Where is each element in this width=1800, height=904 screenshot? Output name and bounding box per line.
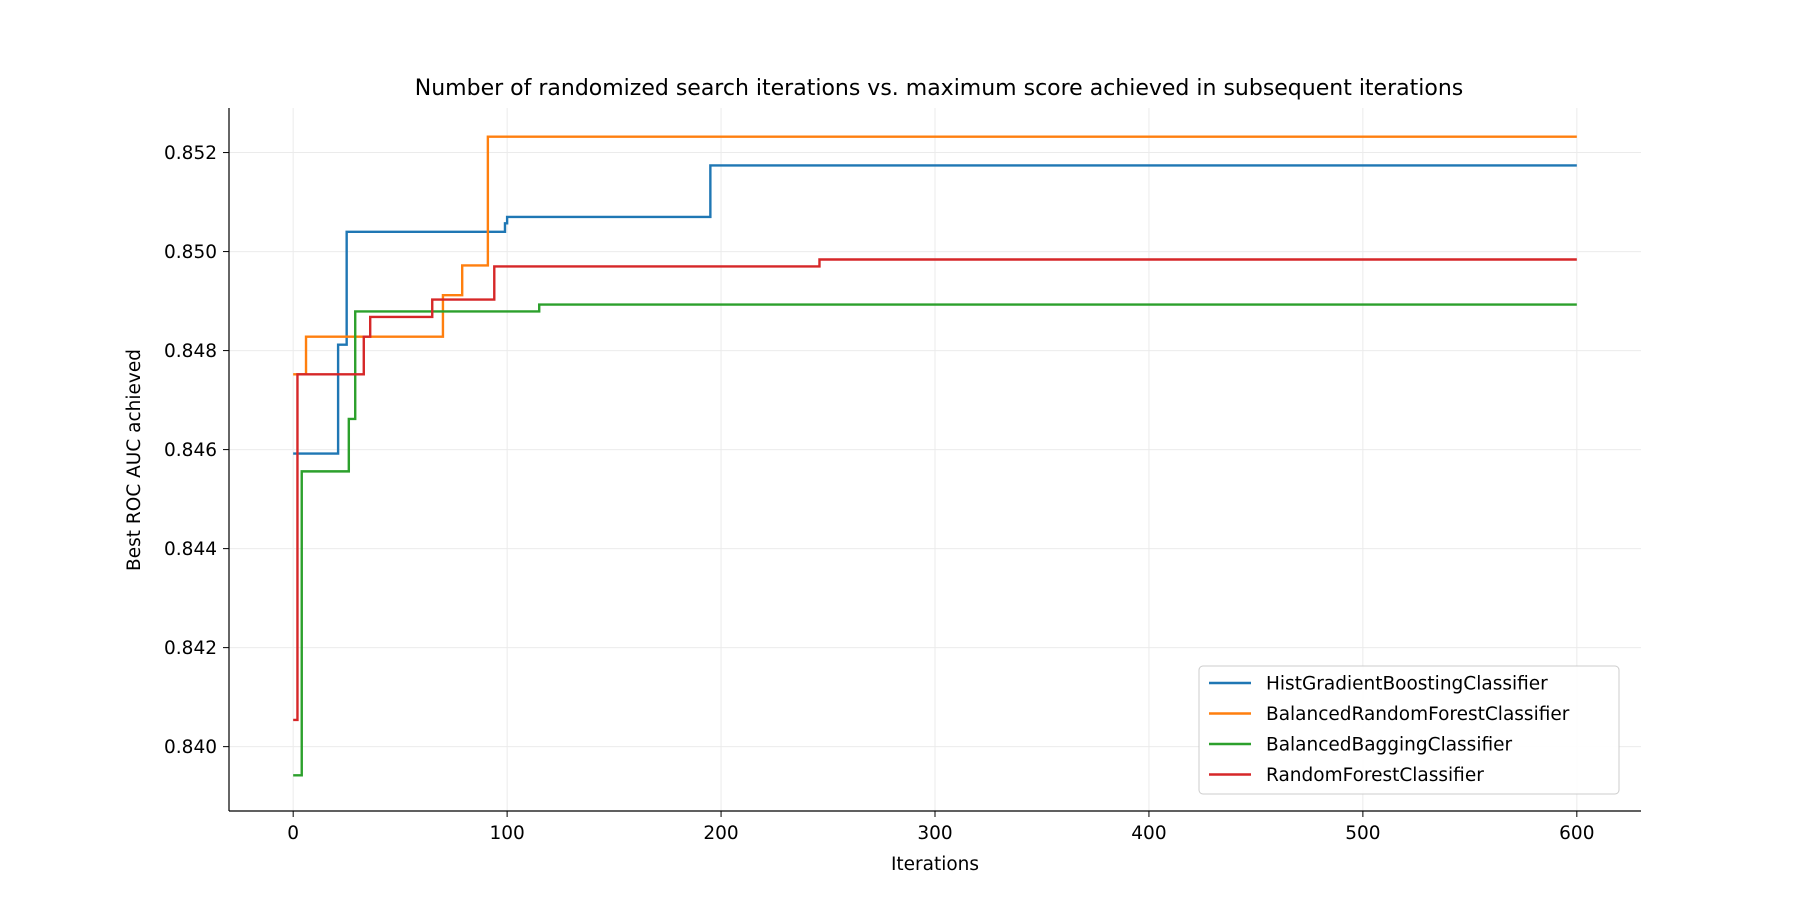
x-tick-label: 300 bbox=[917, 823, 952, 844]
y-tick-label: 0.840 bbox=[164, 737, 217, 758]
legend-label: HistGradientBoostingClassifier bbox=[1266, 674, 1548, 695]
x-tick-label: 600 bbox=[1559, 823, 1594, 844]
legend-label: BalancedBaggingClassifier bbox=[1266, 735, 1512, 756]
y-tick-label: 0.844 bbox=[164, 539, 217, 560]
y-tick-label: 0.848 bbox=[164, 341, 217, 362]
series-line-random-forest-classifier bbox=[293, 258, 1577, 722]
grid-lines bbox=[229, 108, 1641, 811]
legend-box bbox=[1198, 665, 1620, 795]
series-group bbox=[293, 135, 1577, 777]
series-line-balanced-random-forest-classifier bbox=[293, 135, 1577, 376]
x-tick-label: 400 bbox=[1131, 823, 1166, 844]
legend-label: RandomForestClassifier bbox=[1266, 765, 1484, 786]
y-tick-label: 0.842 bbox=[164, 638, 217, 659]
x-tick-label: 500 bbox=[1345, 823, 1380, 844]
x-tick-label: 100 bbox=[489, 823, 524, 844]
x-ticks: 0 100 200 300 400 500 600 bbox=[287, 811, 1594, 844]
x-tick-label: 200 bbox=[703, 823, 738, 844]
y-tick-label: 0.852 bbox=[164, 143, 217, 164]
y-tick-label: 0.846 bbox=[164, 440, 217, 461]
y-axis-label: Best ROC AUC achieved bbox=[124, 349, 145, 571]
y-tick-label: 0.850 bbox=[164, 242, 217, 263]
y-ticks: 0.840 0.842 0.844 0.846 0.848 0.850 0.852 bbox=[164, 143, 229, 758]
series-line-hist-gradient-boosting-classifier bbox=[293, 164, 1577, 455]
legend-label: BalancedRandomForestClassifier bbox=[1266, 704, 1570, 725]
legend: HistGradientBoostingClassifier BalancedRa… bbox=[1198, 665, 1620, 795]
x-tick-label: 0 bbox=[287, 823, 299, 844]
chart-title: Number of randomized search iterations v… bbox=[415, 76, 1463, 101]
series-line-balanced-bagging-classifier bbox=[293, 303, 1577, 777]
x-axis-label: Iterations bbox=[891, 854, 979, 875]
